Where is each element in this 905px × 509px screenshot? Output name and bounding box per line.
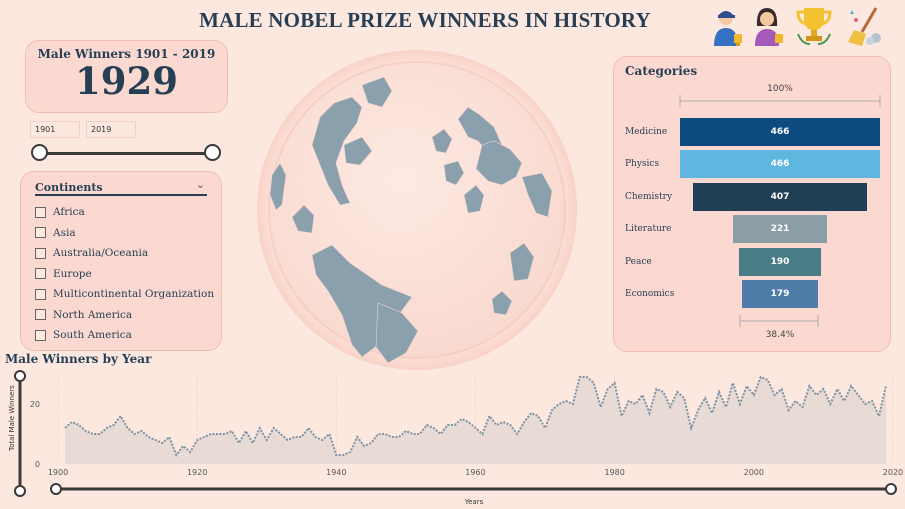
funnel-top-percent: 100% — [767, 84, 793, 94]
x-range-slider-end-handle[interactable] — [885, 483, 897, 495]
category-label: Chemistry — [625, 191, 673, 202]
continent-option-asia[interactable]: Asia — [35, 223, 214, 244]
continent-option-south-america[interactable]: South America — [35, 325, 214, 346]
header-icons — [710, 4, 890, 48]
continent-label: Asia — [53, 226, 76, 239]
continents-dropdown[interactable]: Continents ⌄ — [35, 178, 207, 196]
female-laureate-icon — [755, 8, 783, 46]
x-range-slider-start-handle[interactable] — [50, 483, 62, 495]
continent-label: Africa — [53, 206, 85, 219]
checkbox[interactable] — [35, 206, 46, 218]
y-tick-label: 20 — [30, 400, 40, 409]
continent-label: North America — [53, 308, 133, 321]
start-year-input[interactable]: 1901 — [30, 121, 80, 138]
category-label: Physics — [625, 159, 660, 170]
winners-area — [64, 377, 886, 464]
checkbox[interactable] — [35, 247, 46, 259]
broom-icon — [848, 7, 881, 46]
kpi-card: Male Winners 1901 - 2019 1929 — [25, 40, 228, 113]
continent-label: Europe — [53, 267, 92, 280]
checkbox[interactable] — [35, 309, 46, 321]
year-slider-start-handle[interactable] — [31, 144, 48, 161]
continents-filter: Continents ⌄ Africa Asia Australia/Ocean… — [20, 171, 222, 351]
y-tick-label: 0 — [35, 460, 40, 469]
checkbox[interactable] — [35, 268, 46, 280]
end-year-input[interactable]: 2019 — [86, 121, 136, 138]
continent-option-africa[interactable]: Africa — [35, 202, 214, 223]
category-bar-economics[interactable]: 179 — [741, 280, 819, 308]
winners-line[interactable] — [64, 375, 887, 458]
checkbox[interactable] — [35, 227, 46, 239]
category-bar-peace[interactable]: 190 — [739, 247, 821, 276]
kpi-value: 1929 — [75, 59, 178, 103]
continent-label: Multicontinental Organization — [53, 288, 215, 301]
checkbox[interactable] — [35, 288, 46, 300]
funnel-bottom-bracket — [739, 315, 819, 327]
continents-label: Continents — [35, 181, 103, 194]
category-bar-literature[interactable]: 221 — [732, 215, 828, 244]
continent-option-oceania[interactable]: Australia/Oceania — [35, 243, 214, 264]
kpi-label: Male Winners 1901 - 2019 — [37, 47, 216, 61]
male-winners-by-year-chart[interactable]: Total Male Winners Years 1900 1920 1940 196… — [0, 366, 905, 509]
funnel-bottom-percent: 38.4% — [765, 330, 795, 340]
x-tick-label: 1980 — [604, 468, 624, 477]
continent-label: Australia/Oceania — [53, 247, 149, 260]
y-range-slider-top-handle[interactable] — [14, 370, 26, 382]
chevron-down-icon[interactable]: ⌄ — [195, 178, 205, 191]
chart-title: Male Winners by Year — [5, 352, 152, 366]
categories-title: Categories — [625, 64, 698, 78]
x-tick-label: 2000 — [744, 468, 764, 477]
checkbox[interactable] — [35, 329, 46, 341]
x-tick-label: 1960 — [465, 468, 485, 477]
male-laureate-icon — [714, 11, 742, 46]
x-axis-label: Years — [464, 498, 484, 506]
category-label: Economics — [625, 289, 675, 299]
y-axis-label: Total Male Winners — [8, 385, 16, 452]
category-bar-medicine[interactable]: 466 — [680, 118, 880, 146]
page-title: MALE NOBEL PRIZE WINNERS IN HISTORY — [199, 8, 651, 32]
category-label: Medicine — [625, 127, 668, 137]
continents-list: Africa Asia Australia/Oceania Europe Mul… — [35, 202, 214, 346]
x-tick-label: 1940 — [326, 468, 346, 477]
continent-option-north-america[interactable]: North America — [35, 305, 214, 326]
trophy-icon — [796, 8, 832, 45]
year-slider-end-handle[interactable] — [204, 144, 221, 161]
category-label: Literature — [625, 224, 672, 235]
continent-option-europe[interactable]: Europe — [35, 264, 214, 285]
category-bar-chemistry[interactable]: 407 — [692, 182, 868, 211]
category-label: Peace — [625, 256, 652, 267]
category-bar-physics[interactable]: 466 — [680, 150, 880, 179]
continent-label: South America — [53, 329, 132, 342]
y-range-slider-bottom-handle[interactable] — [14, 485, 26, 497]
categories-funnel-card: Categories 100% Medicine 466 Physics 466 Che… — [613, 56, 891, 352]
funnel-top-bracket — [679, 95, 881, 107]
x-tick-label: 1900 — [48, 468, 68, 477]
year-slider-track[interactable] — [40, 152, 213, 155]
x-tick-label: 1920 — [187, 468, 207, 477]
continent-option-multicontinental[interactable]: Multicontinental Organization — [35, 284, 214, 305]
x-tick-label: 2020 — [883, 468, 903, 477]
world-globe-map[interactable] — [232, 45, 602, 375]
